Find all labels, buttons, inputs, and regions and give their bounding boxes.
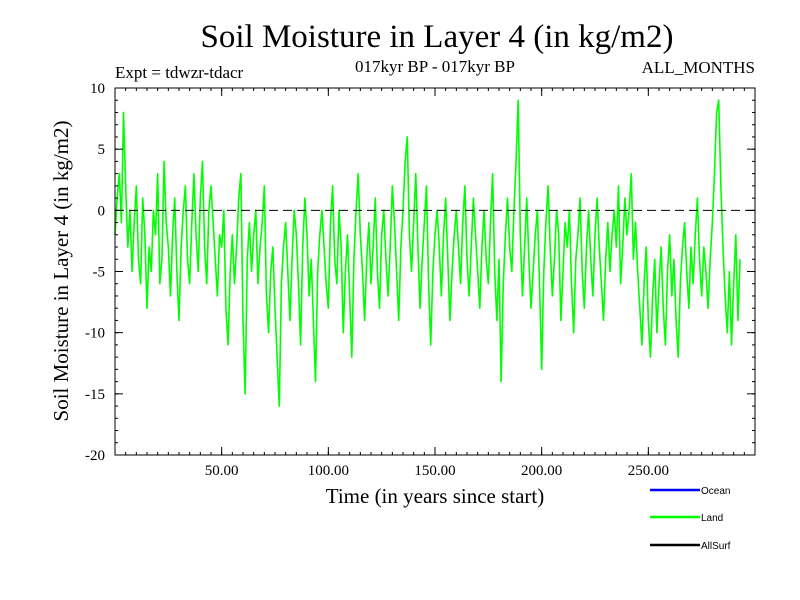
chart-title: Soil Moisture in Layer 4 (in kg/m2) xyxy=(201,19,674,55)
y-axis-label: Soil Moisture in Layer 4 (in kg/m2) xyxy=(49,121,73,422)
land-series-line xyxy=(114,99,741,407)
x-tick-label: 200.00 xyxy=(521,463,562,479)
axis-tick-labels: 50.00 100.00 150.00 200.00 250.00 -20 -15 -10 -5… xyxy=(85,81,669,479)
y-tick-label: 10 xyxy=(90,81,105,97)
plot-area xyxy=(114,99,741,407)
y-tick-label: -10 xyxy=(85,326,105,342)
legend: Ocean Land AllSurf xyxy=(650,486,731,552)
axis-ticks xyxy=(115,87,755,456)
x-axis-label: Time (in years since start) xyxy=(326,484,545,508)
period-label: 017kyr BP - 017kyr BP xyxy=(355,57,515,76)
x-tick-label: 100.00 xyxy=(308,463,349,479)
legend-land-label: Land xyxy=(701,513,723,524)
y-tick-label: -5 xyxy=(93,265,106,281)
x-tick-label: 50.00 xyxy=(205,463,239,479)
x-tick-label: 150.00 xyxy=(414,463,455,479)
y-tick-label: 0 xyxy=(98,203,106,219)
x-tick-label: 250.00 xyxy=(628,463,669,479)
y-tick-label: 5 xyxy=(98,142,106,158)
legend-ocean-label: Ocean xyxy=(701,486,730,497)
y-tick-label: -15 xyxy=(85,387,105,403)
y-tick-label: -20 xyxy=(85,448,105,464)
legend-allsurf-label: AllSurf xyxy=(701,541,731,552)
months-label: ALL_MONTHS xyxy=(642,58,755,77)
experiment-label: Expt = tdwzr-tdacr xyxy=(115,63,244,82)
